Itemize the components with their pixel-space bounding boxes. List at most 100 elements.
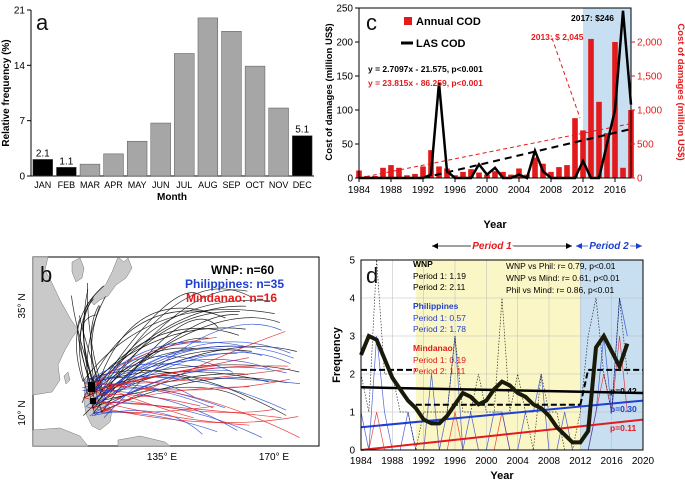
- d-y-tick-4: 4: [349, 294, 355, 305]
- panel-c-letter: c: [366, 10, 377, 35]
- a-x-tick-aug: AUG: [198, 180, 218, 190]
- d-period2-arrowhead-right: [636, 243, 642, 249]
- a-bar-nov: [268, 107, 289, 177]
- d-period2-arrowhead-left: [576, 243, 582, 249]
- map-track: [98, 393, 274, 413]
- track-origin-cluster-2: [90, 398, 96, 404]
- a-y-tick-7: 7: [19, 116, 25, 127]
- d-y-tick-0: 0: [349, 446, 355, 457]
- a-y-tick-0: 0: [19, 172, 25, 183]
- map-lat-10: 10° N: [17, 400, 28, 425]
- map-track: [105, 386, 250, 406]
- c-right-tick-2000: 2,000: [637, 38, 662, 49]
- a-x-tick-may: MAY: [128, 180, 147, 190]
- d-pvalue-mind: p=0.11: [610, 423, 637, 433]
- d-x-tick-1988: 1988: [381, 456, 404, 467]
- d-pvalue-phil: p=0.30: [610, 404, 637, 414]
- map-lon-135: 135° E: [147, 452, 177, 463]
- a-y-tick-14: 14: [14, 61, 26, 72]
- c-bar-2011: [572, 118, 578, 178]
- map-track: [92, 373, 249, 409]
- c-bar-1991: [412, 173, 418, 178]
- taiwan: [63, 371, 71, 385]
- map-track: [106, 386, 194, 419]
- panel-a: 0 7 14 21 JAN FEB MAR APR MAY JUN JUL AUG SEP OCT NOV…: [1, 6, 314, 203]
- d-x-tick-2000: 2000: [475, 456, 498, 467]
- a-x-tick-jun: JUN: [152, 180, 170, 190]
- borneo: [32, 427, 89, 447]
- d-corr-phil-mind: Phil vs Mind: r= 0.86, p<0.01: [506, 285, 614, 295]
- c-bar-2004: [516, 168, 522, 178]
- a-x-axis-label: Month: [157, 192, 187, 203]
- c-left-tick-0: 0: [347, 174, 353, 185]
- a-x-tick-oct: OCT: [246, 180, 266, 190]
- a-bar-feb: [56, 167, 77, 177]
- a-data-label-feb: 1.1: [59, 156, 73, 167]
- panel-d: 1984 1988 1992 1996 2000 2004 2008 2012 2016 2020…: [331, 239, 655, 482]
- new-guinea: [117, 435, 171, 447]
- c-bar-2015: [604, 133, 610, 178]
- c-bar-2002: [500, 171, 506, 178]
- map-track: [93, 405, 299, 423]
- map-track: [91, 378, 290, 391]
- map-track: [94, 345, 294, 400]
- map-track: [104, 299, 271, 382]
- a-bar-dec: [292, 135, 313, 177]
- panel-b-letter: b: [40, 262, 52, 287]
- c-legend-las-cod: LAS COD: [416, 38, 466, 50]
- d-legend-mind-p2: Period 2: 1.11: [413, 366, 466, 376]
- panel-d-letter: d: [366, 263, 378, 288]
- c-bar-2006: [532, 157, 538, 178]
- d-y-tick-3: 3: [349, 332, 355, 343]
- c-x-tick-2016: 2016: [604, 185, 627, 196]
- a-bar-jan: [32, 159, 53, 177]
- a-bar-sep: [221, 31, 242, 177]
- map-track: [88, 363, 203, 388]
- d-wnp-mean-step: [579, 369, 590, 405]
- a-bar-may: [126, 140, 148, 177]
- c-right-axis-label: Cost of damages (million US$): [675, 23, 685, 160]
- map-track: [84, 397, 250, 426]
- a-data-label-dec: 5.1: [295, 125, 309, 136]
- d-corr-wnp-phil: WNP vs Phil: r= 0.79, p<0.01: [506, 261, 616, 271]
- panel-a-letter: a: [36, 10, 49, 35]
- a-bar-jul: [174, 53, 195, 177]
- c-annotation-2017: 2017: $246: [571, 13, 614, 23]
- d-y-tick-1: 1: [349, 408, 355, 419]
- a-bar-oct: [244, 65, 266, 177]
- d-corr-wnp-mind: WNP vs Mind: r= 0.61, p<0.01: [506, 273, 620, 283]
- c-bar-2017: [620, 167, 626, 178]
- d-x-tick-2004: 2004: [507, 456, 530, 467]
- d-period1-arrowhead-left: [432, 243, 438, 249]
- a-x-tick-dec: DEC: [293, 180, 313, 190]
- d-legend-wnp-p1: Period 1: 1.19: [413, 271, 466, 281]
- map-track: [87, 282, 246, 401]
- c-bar-2013: [588, 38, 594, 178]
- c-plot-frame: [358, 7, 632, 179]
- c-x-tick-1992: 1992: [412, 185, 435, 196]
- d-plot-frame: [360, 259, 644, 451]
- c-bar-2001: [492, 171, 498, 178]
- c-las-equation: y = 2.7097x - 21.575, p<0.001: [368, 64, 483, 74]
- d-trend-philippines: [360, 399, 644, 429]
- c-x-axis-label: Year: [483, 219, 507, 231]
- map-track: [90, 359, 270, 385]
- a-bar-apr: [103, 153, 124, 177]
- c-left-tick-100: 100: [336, 106, 353, 117]
- map-lon-170: 170° E: [259, 452, 289, 463]
- map-track: [92, 374, 194, 409]
- d-x-tick-1992: 1992: [413, 456, 436, 467]
- c-bar-1989: [396, 167, 402, 178]
- c-left-tick-250: 250: [336, 4, 353, 15]
- c-x-tick-2000: 2000: [476, 185, 499, 196]
- c-right-tick-1500: 1,500: [637, 72, 662, 83]
- c-bar-1998: [468, 169, 474, 178]
- c-x-tick-2012: 2012: [572, 185, 595, 196]
- c-bar-1990: [404, 175, 410, 178]
- a-x-tick-sep: SEP: [222, 180, 240, 190]
- d-legend-wnp-title: WNP: [413, 259, 433, 269]
- c-bar-1999: [476, 172, 482, 178]
- c-left-tick-200: 200: [336, 38, 353, 49]
- c-bar-2008: [548, 171, 554, 178]
